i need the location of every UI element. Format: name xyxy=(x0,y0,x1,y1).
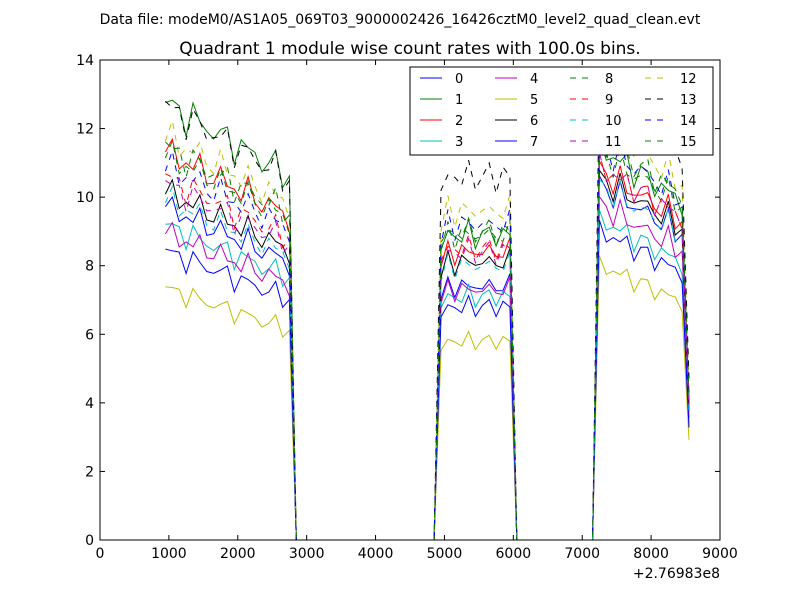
x-offset-label: +2.76983e8 xyxy=(633,566,720,582)
x-tick-label: 6000 xyxy=(496,546,532,562)
y-tick-label: 0 xyxy=(85,533,94,549)
x-tick-label: 5000 xyxy=(427,546,463,562)
legend-label: 2 xyxy=(455,114,463,129)
legend-label: 13 xyxy=(680,93,697,108)
series-line-10 xyxy=(164,178,690,541)
series-line-5 xyxy=(165,255,690,541)
legend-label: 5 xyxy=(530,93,538,108)
series-line-11 xyxy=(165,152,690,541)
series-line-12 xyxy=(164,117,690,541)
ticks-layer: 0 1000 2000 3000 4000 5000 6000 7000 8000 9000 0 2 4… xyxy=(76,53,738,562)
series-line-6 xyxy=(164,168,690,541)
axes-frame xyxy=(99,59,721,541)
legend-label: 12 xyxy=(680,72,697,87)
series-line-7 xyxy=(165,219,690,541)
legend-label: 10 xyxy=(605,114,622,129)
x-tick-label: 1000 xyxy=(151,546,187,562)
y-tick-label: 8 xyxy=(85,259,94,275)
y-tick-label: 12 xyxy=(76,122,94,138)
suptitle: Data file: modeM0/AS1A05_069T03_90000024… xyxy=(100,12,701,28)
series-line-15 xyxy=(165,123,690,541)
legend-label: 6 xyxy=(530,114,538,129)
x-tick-label: 3000 xyxy=(289,546,325,562)
series-line-3 xyxy=(165,209,690,541)
series-line-4 xyxy=(164,195,690,541)
legend-label: 3 xyxy=(455,135,463,150)
series-layer xyxy=(164,76,690,541)
y-tick-label: 2 xyxy=(85,464,94,480)
y-tick-label: 6 xyxy=(85,327,94,343)
y-tick-label: 4 xyxy=(85,396,94,412)
legend-frame xyxy=(409,66,714,156)
series-line-0 xyxy=(164,175,690,541)
series-line-2 xyxy=(164,137,690,541)
legend-label: 8 xyxy=(605,72,613,87)
legend-label: 11 xyxy=(605,135,622,150)
series-line-8 xyxy=(164,139,690,541)
legend-label: 14 xyxy=(680,114,697,129)
series-line-14 xyxy=(164,137,690,541)
x-tick-label: 8000 xyxy=(633,546,669,562)
x-tick-label: 9000 xyxy=(702,546,738,562)
x-tick-label: 0 xyxy=(96,546,105,562)
series-line-9 xyxy=(165,152,690,541)
x-tick-label: 7000 xyxy=(564,546,600,562)
legend-label: 15 xyxy=(680,135,697,150)
y-tick-label: 10 xyxy=(76,190,94,206)
legend-label: 7 xyxy=(530,135,538,150)
x-tick-label: 2000 xyxy=(220,546,256,562)
series-line-1 xyxy=(165,99,690,541)
y-tick-label: 14 xyxy=(76,53,94,69)
plot-area: 0 1000 2000 3000 4000 5000 6000 7000 8000 9000 0 2 4… xyxy=(76,53,738,562)
legend-label: 1 xyxy=(455,93,463,108)
legend-label: 4 xyxy=(530,72,538,87)
chart-title: Quadrant 1 module wise count rates with … xyxy=(179,39,640,59)
x-tick-label: 4000 xyxy=(358,546,394,562)
legend-label: 9 xyxy=(605,93,613,108)
legend-label: 0 xyxy=(455,72,463,87)
